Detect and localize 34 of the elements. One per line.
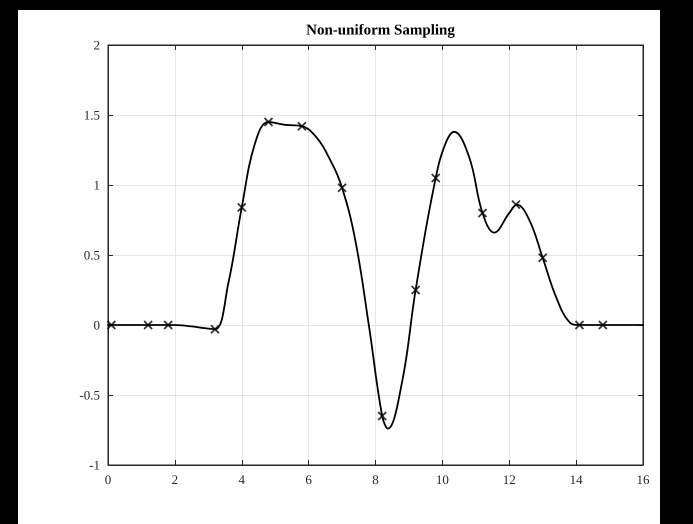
x-tick-label: 4 xyxy=(238,472,246,487)
y-tick-label: 0.5 xyxy=(84,248,100,262)
point xyxy=(377,411,388,421)
point xyxy=(143,320,154,330)
point xyxy=(106,320,116,330)
y-tick-label: 1.5 xyxy=(84,108,100,122)
x-tick-label: 14 xyxy=(570,472,584,487)
point xyxy=(574,320,584,330)
x-tick-label: 0 xyxy=(104,472,112,487)
x-tick-label: 10 xyxy=(436,472,449,487)
point xyxy=(511,200,521,210)
y-tick-label: -1 xyxy=(89,458,100,472)
y-tick-label: -0.5 xyxy=(79,388,100,402)
point xyxy=(478,208,488,218)
chart-title: Non-uniform Sampling xyxy=(306,22,456,38)
x-tick-label: 12 xyxy=(502,472,516,487)
point xyxy=(538,252,548,263)
x-tick-label: 2 xyxy=(172,472,178,487)
point xyxy=(430,173,441,183)
point xyxy=(264,117,274,127)
point xyxy=(163,320,174,330)
x-tick-label: 8 xyxy=(372,472,379,487)
point xyxy=(598,320,608,330)
y-tick-label: 1 xyxy=(94,178,100,192)
line-series xyxy=(107,121,644,430)
y-tick-label: 0 xyxy=(94,318,100,332)
point xyxy=(337,182,347,193)
point xyxy=(236,202,247,212)
y-tick-label: 2 xyxy=(94,38,100,52)
point xyxy=(297,121,307,132)
point xyxy=(410,285,421,295)
x-tick-label: 16 xyxy=(636,472,650,487)
point xyxy=(210,324,220,334)
x-tick-label: 6 xyxy=(305,472,312,487)
